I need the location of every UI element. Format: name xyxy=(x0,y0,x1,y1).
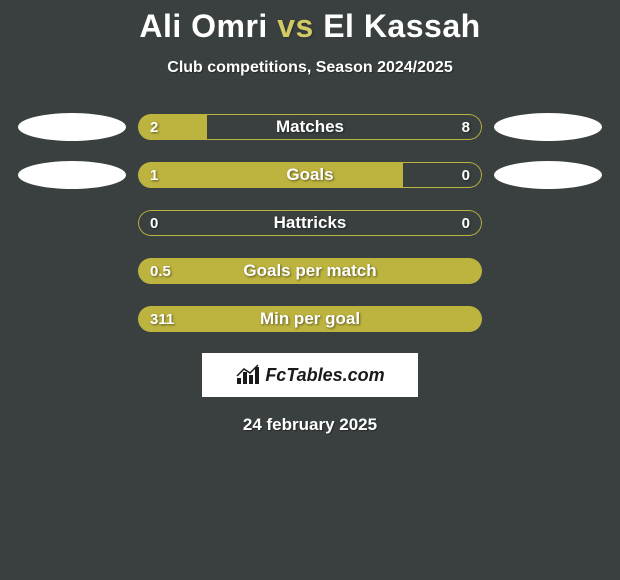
stat-row: Goals10 xyxy=(0,161,620,189)
logo: FcTables.com xyxy=(235,364,384,386)
bar-track xyxy=(138,210,482,236)
comparison-title: Ali Omri vs El Kassah xyxy=(0,0,620,45)
bar-chart-icon xyxy=(235,364,261,386)
player1-badge xyxy=(18,161,126,189)
stat-row: Goals per match0.5 xyxy=(0,257,620,285)
bar-fill xyxy=(138,162,403,188)
subtitle: Club competitions, Season 2024/2025 xyxy=(0,59,620,77)
player2-badge xyxy=(494,113,602,141)
logo-box: FcTables.com xyxy=(202,353,418,397)
player1-badge xyxy=(18,113,126,141)
stats-container: Matches28 Goals10 Hattricks00 Goals per mat… xyxy=(0,113,620,333)
stat-row: Min per goal311 xyxy=(0,305,620,333)
date: 24 february 2025 xyxy=(0,415,620,435)
stat-bar: Min per goal311 xyxy=(138,306,482,332)
stat-bar: Hattricks00 xyxy=(138,210,482,236)
vs-text: vs xyxy=(277,8,314,44)
stat-bar: Matches28 xyxy=(138,114,482,140)
player2-name: El Kassah xyxy=(323,8,480,44)
stat-bar: Goals10 xyxy=(138,162,482,188)
bar-fill xyxy=(138,258,482,284)
player1-name: Ali Omri xyxy=(139,8,267,44)
player2-badge xyxy=(494,161,602,189)
stat-row: Matches28 xyxy=(0,113,620,141)
logo-text: FcTables.com xyxy=(265,365,384,386)
stat-bar: Goals per match0.5 xyxy=(138,258,482,284)
bar-fill xyxy=(138,306,482,332)
bar-fill xyxy=(138,114,207,140)
stat-row: Hattricks00 xyxy=(0,209,620,237)
